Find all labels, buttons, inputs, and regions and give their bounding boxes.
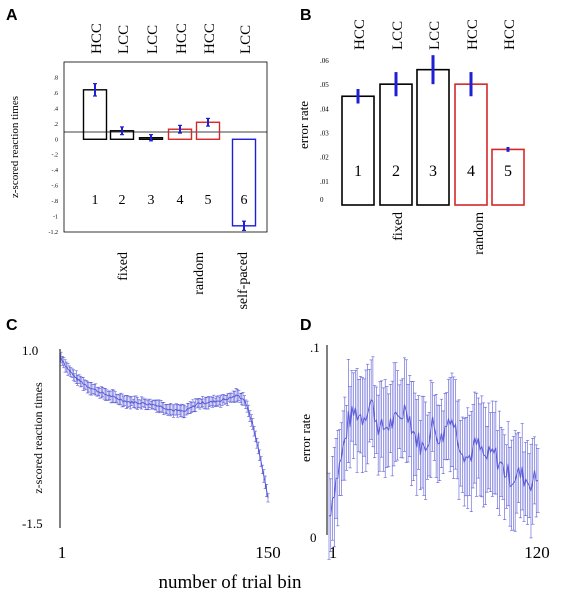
panel-b-ytick-label: .01: [320, 178, 329, 186]
panel-a-ytick-label: -1.2: [49, 230, 59, 236]
panel-a-category-label: HCC: [89, 23, 105, 54]
panel-a-bar-number: 4: [177, 193, 184, 208]
panel-d-xtick-right: 120: [524, 543, 550, 562]
panel-a-ytick-label: 0: [55, 137, 58, 143]
panel-a-group-fixed: fixed: [116, 252, 131, 281]
panel-b-ytick-label: 0: [320, 196, 324, 204]
panel-c-ylabel: z-scored reaction times: [31, 382, 45, 494]
panel-a-ytick-label: .8: [54, 75, 59, 81]
panel-b-ytick-label: .06: [320, 57, 329, 65]
panel-a-group-labels: fixed random self-paced: [116, 252, 251, 310]
panel-b-group-random: random: [472, 212, 487, 255]
panel-d-line: [328, 398, 539, 517]
panel-b-category-label: HCC: [465, 19, 481, 50]
panel-b-bar-number: 4: [467, 163, 475, 180]
panel-a-category-label: HCC: [174, 23, 190, 54]
panel-b-bar-number: 1: [354, 163, 362, 180]
panel-b-category-label: LCC: [427, 21, 443, 50]
panel-b-ytick-label: .02: [320, 154, 329, 162]
panel-b-bar: [379, 83, 413, 206]
panel-a-bars: [82, 83, 257, 232]
panel-b-bar-number: 3: [429, 163, 437, 180]
panel-a-category-label: LCC: [238, 25, 254, 54]
panel-d: error rate .1 0 1 120: [298, 340, 550, 562]
panel-b-bar: [454, 83, 488, 206]
panel-d-ytick-bottom: 0: [310, 530, 317, 545]
panel-b-category-labels: HCC LCC LCC HCC HCC: [352, 19, 518, 50]
panel-a-bar-number: 3: [148, 193, 155, 208]
panel-b-bar-number: 2: [392, 163, 400, 180]
panel-b-category-label: HCC: [352, 19, 368, 50]
panel-a-group-random: random: [192, 252, 207, 295]
panel-b: error rate .06 .05 .04 .03 .02 .01 0 HCC LCC LCC…: [296, 19, 525, 255]
panel-c: z-scored reaction times 1.0 -1.5 1 150: [22, 343, 281, 562]
panel-b-ytick-label: .05: [320, 81, 329, 89]
panel-a-ytick-label: .4: [54, 106, 59, 112]
panel-a-frame: [63, 61, 268, 233]
panel-a-bar-number: 6: [241, 193, 248, 208]
panel-a-ytick-label: .6: [54, 91, 59, 97]
panel-b-category-label: LCC: [390, 21, 406, 50]
panel-a-bar-numbers: 1 2 3 4 5 6: [92, 193, 248, 208]
panel-b-y-ticks: .06 .05 .04 .03 .02 .01 0: [320, 57, 329, 204]
panel-b-group-labels: fixed random: [391, 212, 487, 255]
panel-letter-c: C: [6, 317, 18, 334]
panel-letter-b: B: [300, 7, 312, 24]
panel-c-xtick-right: 150: [255, 543, 281, 562]
panel-a-ytick-label: -.4: [52, 168, 59, 174]
panel-b-bar-number: 5: [504, 163, 512, 180]
panel-a-ytick-label: .2: [54, 122, 59, 128]
panel-b-ytick-label: .04: [320, 105, 329, 113]
panel-a-ylabel: z-scored reaction times: [9, 96, 21, 198]
panel-a-ytick-label: -.6: [52, 184, 59, 190]
panel-d-xtick-left: 1: [329, 543, 338, 562]
panel-d-ylabel: error rate: [298, 414, 313, 462]
panel-c-ytick-top: 1.0: [22, 343, 38, 358]
panel-c-ytick-bottom: -1.5: [22, 516, 43, 531]
panel-b-category-label: HCC: [502, 19, 518, 50]
panel-a-ytick-label: -1: [53, 215, 58, 221]
panel-d-ytick-top: .1: [310, 340, 320, 355]
panel-a-bar-number: 1: [92, 193, 99, 208]
panel-c-line: [60, 357, 269, 498]
panel-letter-a: A: [6, 7, 18, 24]
panel-a-y-ticks: .8 .6 .4 .2 0 -.2 -.4 -.6 -.8 -1 -1.2: [49, 75, 59, 236]
panel-b-bar: [416, 68, 450, 206]
panel-a: z-scored reaction times .8 .6 .4 .2 0 -.2 -.4 -…: [9, 23, 268, 310]
shared-xlabel: number of trial bin: [159, 572, 302, 593]
panel-b-bar-numbers: 1 2 3 4 5: [354, 163, 512, 180]
panel-a-category-label: LCC: [116, 25, 132, 54]
panel-a-ytick-label: -.8: [52, 199, 59, 205]
panel-b-ylabel: error rate: [296, 101, 311, 149]
panel-b-bars: [341, 55, 525, 206]
panel-b-group-fixed: fixed: [391, 212, 406, 241]
panel-b-ytick-label: .03: [320, 130, 329, 138]
panel-letter-d: D: [300, 317, 312, 334]
panel-a-category-label: HCC: [202, 23, 218, 54]
panel-a-category-labels: HCC LCC LCC HCC HCC LCC: [89, 23, 254, 54]
panel-a-category-label: LCC: [145, 25, 161, 54]
panel-a-group-self-paced: self-paced: [236, 252, 251, 310]
panel-a-bar-number: 2: [119, 193, 126, 208]
panel-a-bar-number: 5: [205, 193, 212, 208]
panel-b-bar: [341, 95, 375, 206]
panel-a-ytick-label: -.2: [52, 153, 59, 159]
panel-c-series: [59, 351, 270, 503]
panel-a-bar: [231, 138, 257, 227]
panel-c-xtick-left: 1: [58, 543, 67, 562]
panel-d-series: [327, 356, 540, 560]
